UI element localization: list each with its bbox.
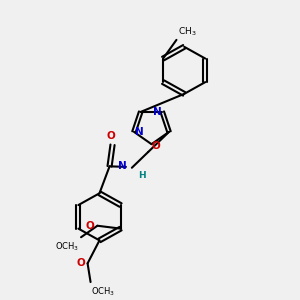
Text: O: O	[76, 258, 85, 268]
Text: O: O	[152, 142, 160, 152]
Text: H: H	[138, 171, 146, 180]
Text: OCH$_3$: OCH$_3$	[92, 286, 116, 298]
Text: N: N	[153, 107, 161, 117]
Text: O: O	[107, 131, 116, 141]
Text: N: N	[135, 127, 144, 137]
Text: OCH$_3$: OCH$_3$	[56, 241, 80, 253]
Text: O: O	[85, 221, 94, 231]
Text: CH$_3$: CH$_3$	[178, 26, 196, 38]
Text: N: N	[118, 161, 127, 171]
